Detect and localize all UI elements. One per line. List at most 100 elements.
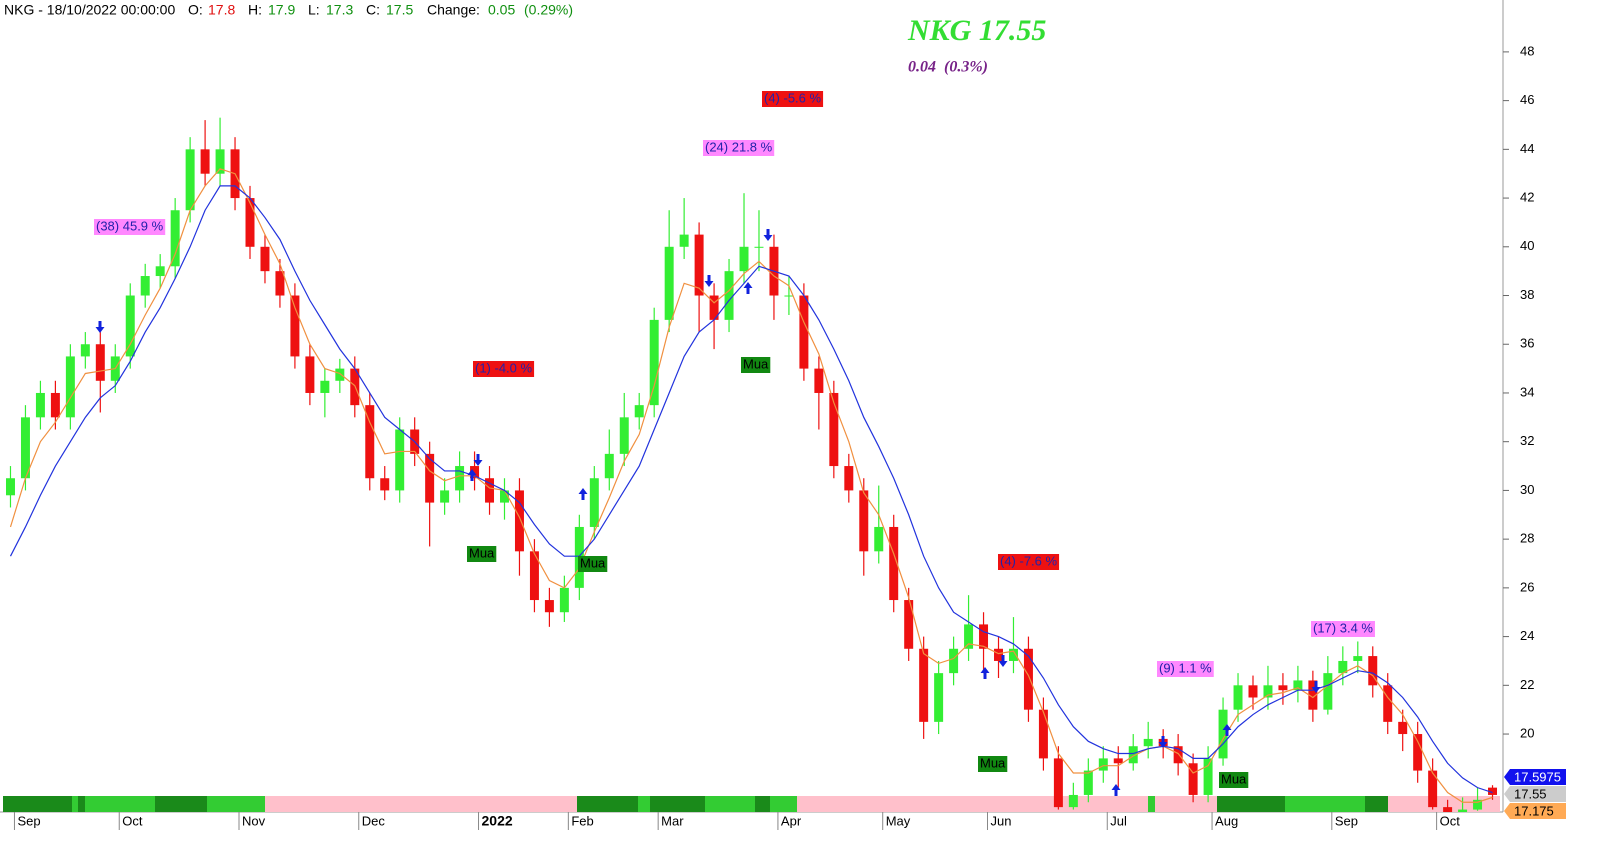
strip-segment (72, 796, 78, 812)
annotation-box (762, 91, 824, 107)
strip-segment (650, 796, 705, 812)
candle-body (1038, 709, 1048, 759)
candle-body (1053, 758, 1063, 808)
candle-body (455, 466, 465, 491)
candle-body (1383, 685, 1393, 722)
x-tick-label: Apr (781, 813, 802, 828)
candle-body (664, 246, 674, 320)
candle-body (1473, 799, 1483, 810)
header-label: H: (248, 2, 262, 18)
annotation-box (578, 556, 608, 572)
x-tick-label: Nov (242, 813, 266, 828)
strip-segment (155, 796, 207, 812)
candle-body (559, 587, 569, 613)
candle-body (1143, 738, 1153, 747)
candle-body (1203, 758, 1213, 795)
candle-body (1323, 673, 1333, 710)
header-label: Change: (427, 2, 480, 18)
signal-arrow (1311, 681, 1321, 693)
candle-body (1443, 807, 1453, 812)
candle-body (889, 526, 899, 601)
signal-arrow (95, 321, 105, 333)
candle-body (529, 551, 539, 601)
indicator-strip (3, 796, 1500, 812)
x-tick-label: Sep (1335, 813, 1358, 828)
strip-segment (577, 796, 638, 812)
candle-body (784, 295, 794, 297)
strip-segment (207, 796, 265, 812)
candle-body (514, 490, 524, 552)
chart-title: NKG 17.55 (907, 14, 1046, 47)
candle-body (814, 368, 824, 393)
header-value: 17.5 (386, 2, 413, 18)
candle-body (724, 271, 734, 320)
annotation-label: (24) 21.8 % (705, 139, 773, 154)
annotation-box (1157, 661, 1214, 677)
candle-body (739, 246, 749, 272)
strip-segment (78, 796, 85, 812)
price-tag (1504, 803, 1566, 819)
signal-arrow (1111, 784, 1121, 796)
signal-arrow (998, 655, 1008, 667)
price-tag (1504, 786, 1566, 802)
candle-body (275, 271, 285, 296)
candle-body (260, 246, 270, 272)
strip-segment (770, 796, 797, 812)
candle-body (1068, 794, 1078, 808)
annotation-label: Mua (1221, 771, 1247, 786)
strip-segment (1388, 796, 1500, 812)
candle-body (125, 295, 135, 357)
y-tick-label: 34 (1520, 384, 1534, 399)
header-symbol: NKG - 18/10/2022 00:00:00 (4, 2, 175, 18)
candle-body (170, 210, 180, 267)
header-value: (0.29%) (524, 2, 573, 18)
candle-body (65, 356, 75, 418)
candle-body (245, 198, 255, 247)
candle-body (395, 429, 405, 491)
candle-body (1188, 763, 1198, 795)
x-tick-label: Dec (362, 813, 386, 828)
candle-body (1368, 656, 1378, 686)
candle-body (1293, 680, 1303, 691)
candle-body (80, 344, 90, 357)
strip-segment (1365, 796, 1388, 812)
candle-body (799, 295, 809, 369)
candle-body (320, 380, 330, 393)
annotation-label: Mua (469, 545, 495, 560)
price-tag-label: 17.175 (1514, 803, 1554, 818)
annotation-box (703, 140, 775, 156)
annotation-label: Mua (980, 755, 1006, 770)
candle-body (1233, 685, 1243, 710)
y-tick-label: 46 (1520, 92, 1534, 107)
candle-body (1338, 660, 1348, 674)
candle-body (1413, 734, 1423, 771)
y-tick-label: 32 (1520, 433, 1534, 448)
strip-segment (797, 796, 1148, 812)
annotation-box (467, 546, 497, 562)
y-tick-label: 38 (1520, 287, 1534, 302)
candle-body (949, 648, 959, 674)
candle-body (380, 478, 390, 491)
strip-segment (1285, 796, 1365, 812)
candle-body (904, 600, 914, 649)
candle-body (485, 478, 495, 503)
candle-body (1458, 809, 1468, 812)
annotation-label: (1) -4.0 % (475, 360, 533, 375)
candle-body (335, 368, 345, 381)
annotation-box (1311, 621, 1375, 637)
candle-body (964, 624, 974, 649)
strip-segment (705, 796, 755, 812)
candle-body (500, 490, 509, 503)
candle-body (844, 466, 854, 491)
annotation-label: Mua (580, 555, 606, 570)
annotation-box (741, 357, 771, 373)
price-tag-label: 17.5975 (1514, 769, 1561, 784)
candle-body (50, 392, 60, 418)
candle-body (694, 234, 704, 296)
candle-body (979, 624, 989, 649)
signal-arrow (473, 454, 483, 466)
annotation-label: Mua (743, 356, 769, 371)
